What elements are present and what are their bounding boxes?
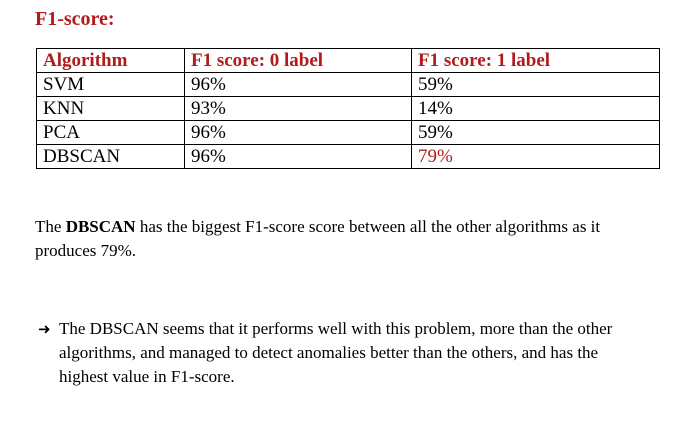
table-row: DBSCAN 96% 79% [36,144,660,169]
f1-label-1-cell-highlight: 79% [411,144,660,169]
summary-paragraph: The DBSCAN has the biggest F1-score scor… [35,215,660,263]
summary-prefix: The [35,217,66,236]
f1-label-0-cell: 96% [184,144,412,169]
f1-label-0-cell: 96% [184,72,412,97]
header-f1-label-1: F1 score: 1 label [411,48,660,73]
algorithm-cell: PCA [36,120,185,145]
f1-label-1-cell: 59% [411,72,660,97]
section-heading: F1-score: [35,8,115,30]
f1-label-1-cell: 59% [411,120,660,145]
table-row: KNN 93% 14% [36,96,660,121]
algorithm-cell: KNN [36,96,185,121]
f1-label-0-cell: 93% [184,96,412,121]
f1-score-table: Algorithm F1 score: 0 label F1 score: 1 … [36,48,660,169]
header-algorithm: Algorithm [36,48,185,73]
table-header-row: Algorithm F1 score: 0 label F1 score: 1 … [36,48,660,73]
algorithm-cell: SVM [36,72,185,97]
summary-bold-algorithm: DBSCAN [65,217,136,236]
table-row: SVM 96% 59% [36,72,660,97]
right-arrow-icon: ➜ [38,320,51,338]
conclusion-text: The DBSCAN seems that it performs well w… [59,319,613,386]
conclusion-bullet: ➜ The DBSCAN seems that it performs well… [38,317,648,389]
header-f1-label-0: F1 score: 0 label [184,48,412,73]
algorithm-cell: DBSCAN [36,144,185,169]
f1-label-0-cell: 96% [184,120,412,145]
summary-suffix: has the biggest F1-score score between a… [35,217,601,260]
f1-label-1-cell: 14% [411,96,660,121]
table-row: PCA 96% 59% [36,120,660,145]
